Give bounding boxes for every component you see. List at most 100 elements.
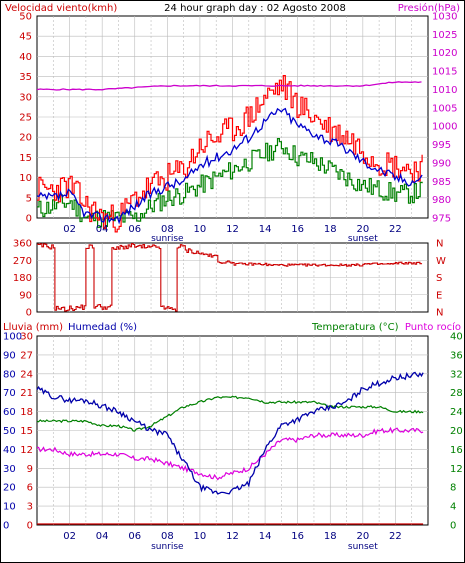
sunrise-label: sunrise [151,234,184,244]
rain-tick-label: 30 [20,332,33,343]
wind-tick-label: 5 [26,193,32,204]
rain-axis-title: Lluvia (mm) [3,322,63,333]
pressure-tick-label: 975 [432,214,451,225]
direction-tick-label: 270 [13,256,32,267]
hour-tick-label: 12 [226,224,239,235]
humidity-tick-label: 40 [3,445,16,456]
pressure-tick-label: 995 [432,140,451,151]
humidity-line [36,371,424,495]
hour-tick-label: 02 [63,224,76,235]
temperature-tick-label: 16 [450,445,463,456]
humidity-tick-label: 60 [3,407,16,418]
rain-tick-label: 27 [20,350,33,361]
hour-tick-label: 06 [128,224,141,235]
compass-label: N [436,239,443,250]
humidity-axis-title: Humedad (%) [68,322,137,333]
pressure-tick-label: 1005 [432,103,457,114]
pressure-tick-label: 985 [432,177,451,188]
hour-tick-label: 18 [324,224,337,235]
rain-tick-label: 3 [27,502,33,513]
direction-tick-label: 0 [26,308,32,319]
rain-tick-label: 0 [27,521,33,532]
hour-tick-label-bottom: 12 [226,531,239,542]
hour-tick-label-bottom: 10 [194,531,207,542]
hour-tick-label-bottom: 02 [63,531,76,542]
wind-tick-label: 10 [19,173,32,184]
wind-speed-axis-title: Velocidad viento(kmh) [5,3,117,14]
temperature-tick-label: 32 [450,369,463,380]
hour-tick-label: 20 [356,224,369,235]
compass-label: N [436,308,443,319]
temperature-tick-label: 12 [450,464,463,475]
hour-tick-label-bottom: 20 [356,531,369,542]
humidity-tick-label: 20 [3,483,16,494]
temperature-tick-label: 28 [450,388,463,399]
hour-tick-label-bottom: 16 [291,531,304,542]
hour-tick-label-bottom: 22 [389,531,402,542]
temperature-tick-label: 4 [450,502,456,513]
wind-gust-line [37,74,423,233]
pressure-tick-label: 1010 [432,85,457,96]
pressure-tick-label: 1000 [432,122,457,133]
compass-label: W [436,256,446,267]
hour-tick-label-bottom: 08 [161,531,174,542]
rain-tick-label: 15 [20,426,33,437]
temperature-tick-label: 8 [450,483,456,494]
temperature-tick-label: 40 [450,332,463,343]
pressure-axis-title: Presión(hPa) [398,2,460,14]
humidity-tick-label: 0 [3,521,9,532]
wind-avg-line [36,107,423,225]
wind-low-line [37,138,423,228]
wind-tick-label: 30 [19,92,32,103]
temperature-line [36,395,424,432]
wind-tick-label: 15 [19,153,32,164]
dewpoint-axis-title: Punto rocío [405,321,461,333]
direction-tick-label: 90 [19,290,32,301]
humidity-tick-label: 30 [3,464,16,475]
rain-tick-label: 9 [27,464,33,475]
hour-tick-label: 16 [291,224,304,235]
wind-tick-label: 40 [19,52,32,63]
temperature-axis-title: Temperatura (°C) [311,322,399,333]
sunset-label: sunset [348,234,378,244]
compass-label: S [436,273,442,284]
rain-tick-label: 6 [27,483,33,494]
wind-tick-label: 45 [19,32,32,43]
rain-tick-label: 24 [20,369,33,380]
direction-tick-label: 360 [13,239,32,250]
sunset-label-bottom: sunset [348,542,378,552]
wind-tick-label: 20 [19,133,32,144]
wind-tick-label: 25 [19,113,32,124]
hour-tick-label-bottom: 14 [259,531,272,542]
hour-tick-label: 14 [259,224,272,235]
rain-tick-label: 18 [20,407,33,418]
temperature-tick-label: 36 [450,350,463,361]
hour-tick-label-bottom: 04 [96,531,109,542]
wind-direction-line [37,242,423,312]
wind-tick-label: 50 [19,12,32,23]
rain-tick-label: 12 [20,445,33,456]
compass-label: E [436,290,442,301]
temperature-tick-label: 0 [450,521,456,532]
hour-tick-label: 08 [161,224,174,235]
sunrise-label-bottom: sunrise [151,542,184,552]
hour-tick-label: 10 [194,224,207,235]
humidity-tick-label: 80 [3,369,16,380]
humidity-tick-label: 70 [3,388,16,399]
rain-tick-label: 21 [20,388,33,399]
dewpoint-line [36,426,424,481]
wind-tick-label: 35 [19,72,32,83]
temperature-tick-label: 24 [450,407,463,418]
pressure-tick-label: 990 [432,158,451,169]
humidity-tick-label: 10 [3,502,16,513]
wind-tick-label: 0 [26,214,32,225]
hour-tick-label: 22 [389,224,402,235]
humidity-tick-label: 100 [3,332,22,343]
chart-title: 24 hour graph day : 02 Agosto 2008 [164,3,346,14]
pressure-tick-label: 1025 [432,30,457,41]
hour-tick-label-bottom: 06 [128,531,141,542]
temperature-tick-label: 20 [450,426,463,437]
pressure-tick-label: 980 [432,195,451,206]
